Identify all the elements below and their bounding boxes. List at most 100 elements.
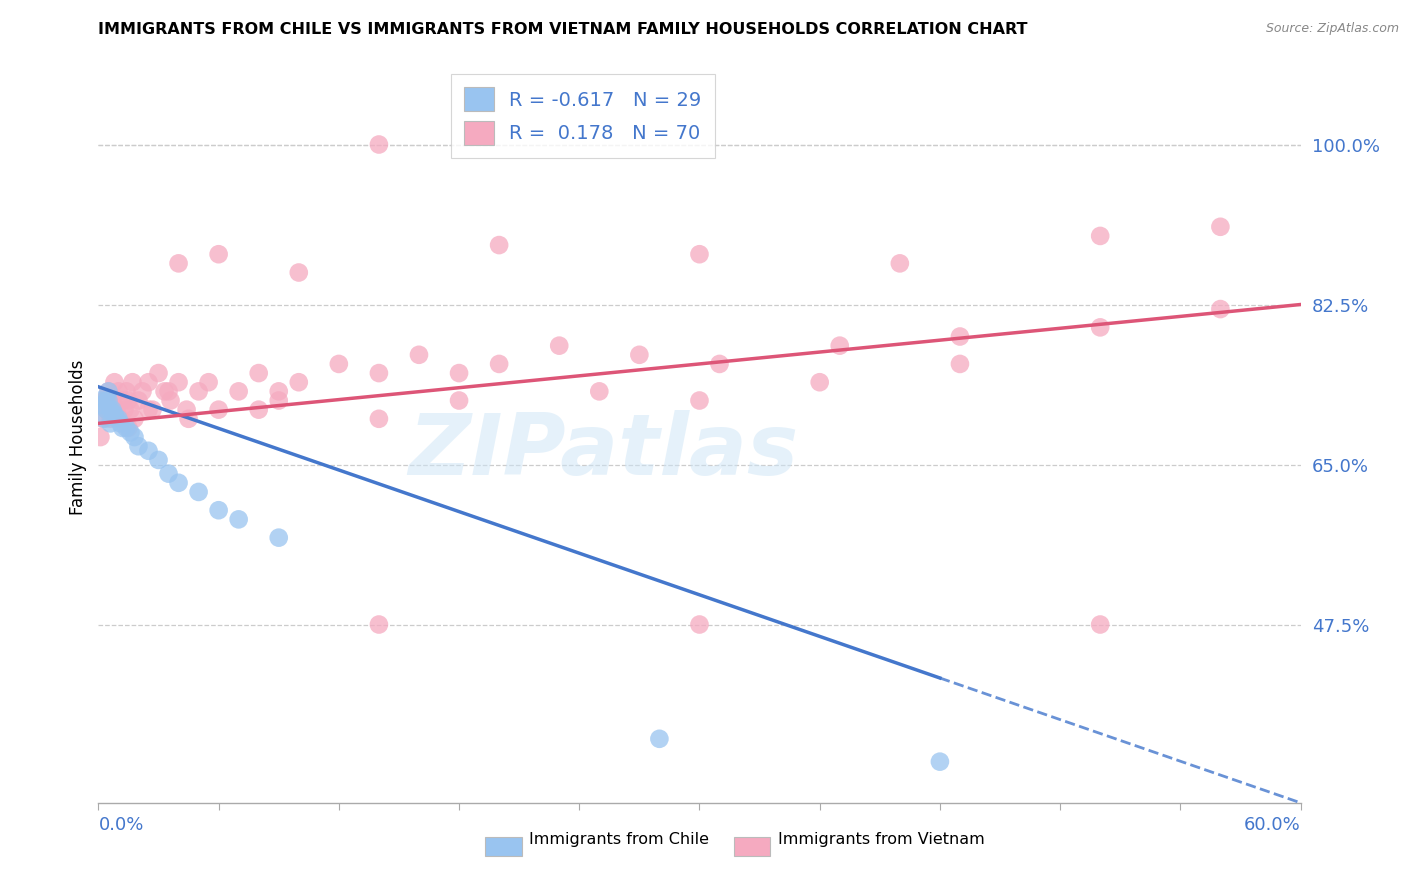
Point	[408, 348, 430, 362]
Point	[368, 137, 391, 152]
FancyBboxPatch shape	[734, 837, 770, 856]
Point	[808, 376, 831, 390]
Text: 60.0%: 60.0%	[1244, 816, 1301, 834]
Point	[121, 376, 143, 390]
Legend: R = -0.617   N = 29, R =  0.178   N = 70: R = -0.617 N = 29, R = 0.178 N = 70	[451, 74, 714, 158]
Point	[689, 247, 711, 261]
Point	[176, 402, 198, 417]
Point	[110, 412, 132, 426]
Point	[208, 402, 231, 417]
Point	[148, 453, 170, 467]
Point	[247, 366, 270, 380]
Y-axis label: Family Households: Family Households	[69, 359, 87, 515]
Point	[103, 407, 125, 421]
Point	[101, 393, 124, 408]
Point	[208, 503, 231, 517]
Point	[588, 384, 610, 399]
Point	[114, 402, 136, 417]
Point	[103, 376, 125, 390]
Point	[247, 402, 270, 417]
Point	[548, 339, 571, 353]
Text: Source: ZipAtlas.com: Source: ZipAtlas.com	[1265, 22, 1399, 36]
Point	[115, 421, 138, 435]
Point	[120, 402, 142, 417]
FancyBboxPatch shape	[485, 837, 522, 856]
Point	[267, 384, 290, 399]
Point	[105, 412, 128, 426]
Point	[187, 485, 209, 500]
Point	[929, 755, 952, 769]
Point	[949, 357, 972, 371]
Point	[124, 430, 146, 444]
Point	[131, 384, 153, 399]
Point	[177, 412, 200, 426]
Point	[709, 357, 731, 371]
Point	[167, 475, 190, 490]
Point	[115, 384, 138, 399]
Point	[1088, 228, 1111, 243]
Point	[267, 393, 290, 408]
Point	[107, 412, 129, 426]
Point	[117, 393, 139, 408]
Point	[689, 617, 711, 632]
Point	[128, 439, 150, 453]
Point	[100, 417, 122, 431]
Point	[488, 357, 510, 371]
Point	[100, 412, 122, 426]
Point	[447, 366, 470, 380]
Point	[93, 412, 115, 426]
Point	[96, 402, 118, 417]
Point	[138, 376, 160, 390]
Text: ZIPatlas: ZIPatlas	[408, 410, 799, 493]
Point	[138, 443, 160, 458]
Point	[1088, 617, 1111, 632]
Point	[124, 412, 146, 426]
Point	[153, 384, 176, 399]
Point	[97, 384, 120, 399]
Point	[111, 421, 134, 435]
Point	[208, 247, 231, 261]
Point	[96, 393, 118, 408]
Point	[148, 366, 170, 380]
Point	[368, 366, 391, 380]
Point	[167, 376, 190, 390]
Point	[107, 384, 129, 399]
Point	[97, 384, 120, 399]
Point	[228, 512, 250, 526]
Point	[105, 402, 128, 417]
Point	[89, 393, 111, 408]
Point	[97, 393, 120, 408]
Point	[488, 238, 510, 252]
Point	[89, 430, 111, 444]
Point	[628, 348, 651, 362]
Point	[368, 617, 391, 632]
Point	[91, 398, 114, 412]
Point	[110, 417, 132, 431]
Point	[93, 393, 115, 408]
Point	[101, 402, 124, 417]
Point	[138, 402, 160, 417]
Point	[157, 467, 180, 481]
Text: Immigrants from Chile: Immigrants from Chile	[529, 832, 709, 847]
Point	[120, 425, 142, 440]
Point	[141, 402, 163, 417]
Point	[167, 256, 190, 270]
Point	[197, 376, 219, 390]
Point	[91, 412, 114, 426]
Point	[267, 531, 290, 545]
Text: 0.0%: 0.0%	[98, 816, 143, 834]
Point	[187, 384, 209, 399]
Point	[96, 402, 118, 417]
Point	[1209, 219, 1232, 234]
Point	[689, 393, 711, 408]
Point	[1088, 320, 1111, 334]
Text: IMMIGRANTS FROM CHILE VS IMMIGRANTS FROM VIETNAM FAMILY HOUSEHOLDS CORRELATION C: IMMIGRANTS FROM CHILE VS IMMIGRANTS FROM…	[98, 22, 1028, 37]
Point	[159, 393, 181, 408]
Point	[100, 402, 122, 417]
Point	[828, 339, 851, 353]
Point	[288, 376, 311, 390]
Text: Immigrants from Vietnam: Immigrants from Vietnam	[778, 832, 984, 847]
Point	[128, 393, 150, 408]
Point	[889, 256, 911, 270]
Point	[447, 393, 470, 408]
